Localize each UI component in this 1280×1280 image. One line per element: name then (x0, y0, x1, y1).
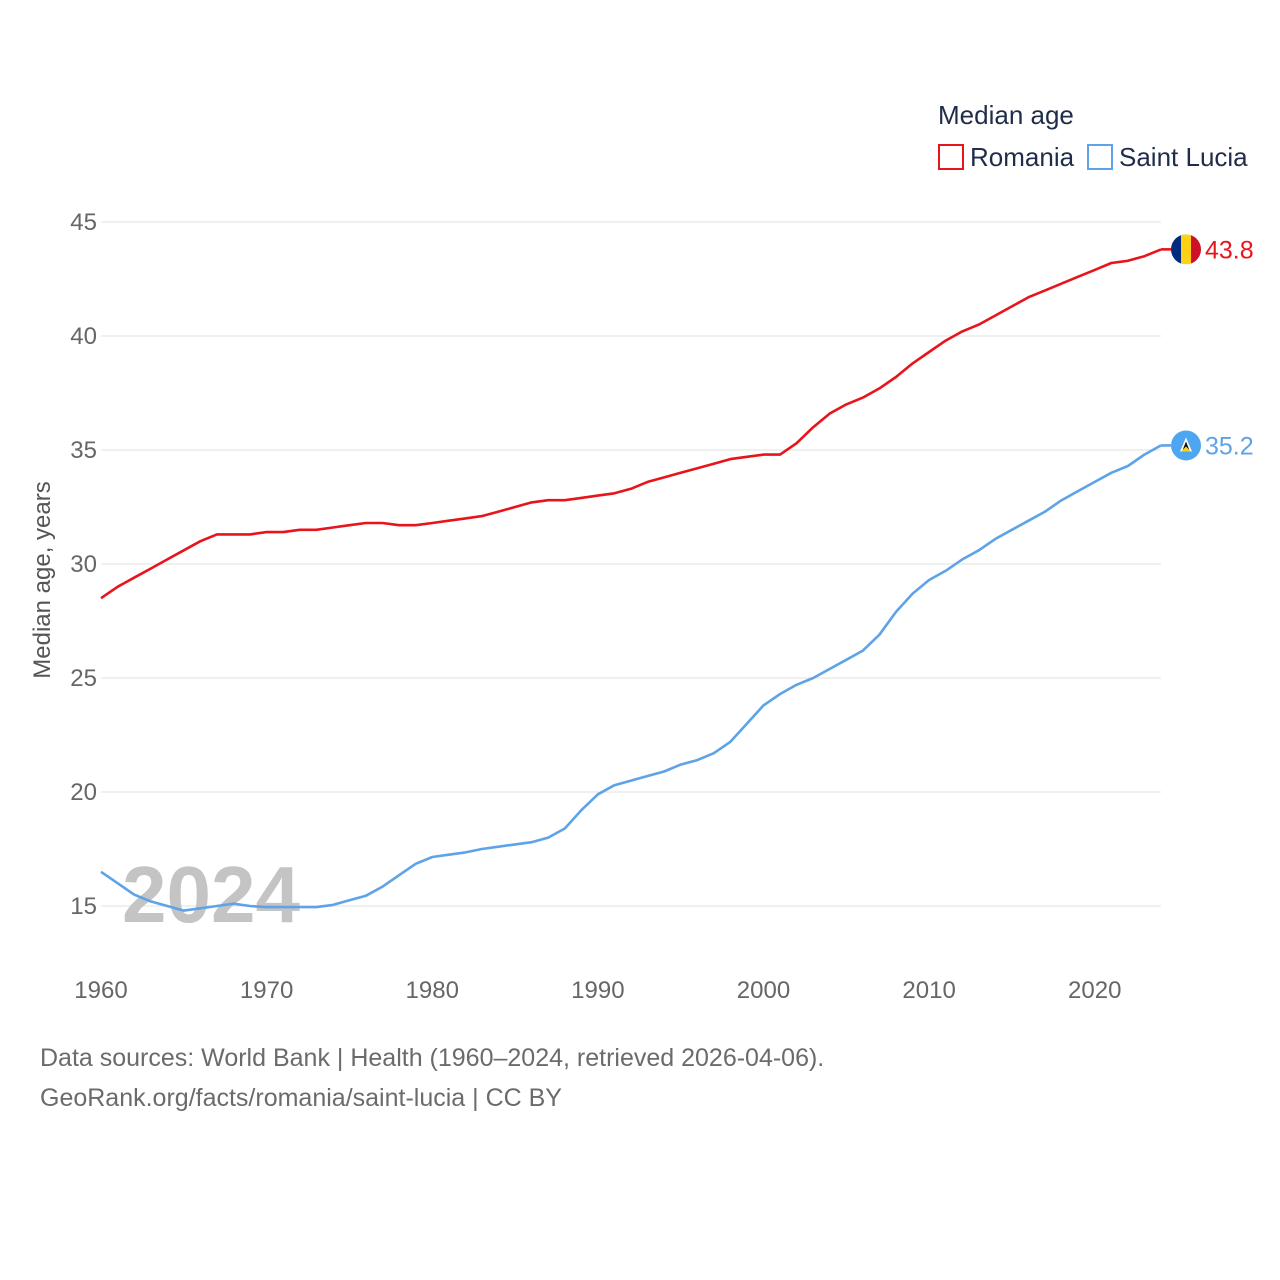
x-tick-label: 2020 (1068, 977, 1121, 1004)
romania-flag-icon (1171, 234, 1201, 265)
series-line-saint-lucia (100, 444, 1162, 912)
x-tick-label: 1970 (240, 977, 293, 1004)
gridlines (101, 221, 1161, 907)
legend-item-saint-lucia[interactable]: Saint Lucia (1087, 142, 1248, 172)
y-tick-label: 45 (70, 209, 97, 236)
y-tick-label: 35 (70, 437, 97, 464)
end-value-label-romania: 43.8 (1205, 236, 1254, 264)
current-year-watermark: 2024 (122, 850, 300, 939)
y-tick-label: 15 (70, 893, 97, 920)
legend-label-saint-lucia: Saint Lucia (1119, 142, 1248, 172)
saint-lucia-flag-icon (1171, 430, 1201, 461)
y-tick-label: 20 (70, 779, 97, 806)
legend-swatch-saint-lucia (1087, 144, 1113, 170)
y-axis-title: Median age, years (29, 481, 56, 678)
y-tick-label: 25 (70, 665, 97, 692)
series-lines (100, 248, 1162, 912)
end-value-label-saint-lucia: 35.2 (1205, 432, 1254, 460)
series-end-markers: 43.8 35.2 (1161, 234, 1254, 461)
x-tick-label: 1960 (74, 977, 127, 1004)
attribution-link[interactable]: GeoRank.org/facts/romania/saint-lucia | … (40, 1084, 562, 1112)
legend-label-romania: Romania (970, 142, 1075, 172)
legend: Median age Romania Saint Lucia (938, 100, 1248, 172)
legend-title: Median age (938, 100, 1074, 130)
data-sources-note: Data sources: World Bank | Health (1960–… (40, 1044, 825, 1072)
legend-item-romania[interactable]: Romania (938, 142, 1075, 172)
x-tick-label: 2010 (902, 977, 955, 1004)
x-tick-label: 2000 (737, 977, 790, 1004)
x-tick-label: 1990 (571, 977, 624, 1004)
legend-swatch-romania (938, 144, 964, 170)
y-tick-label: 30 (70, 551, 97, 578)
series-line-romania (100, 248, 1162, 600)
x-axis-ticks: 1960 1970 1980 1990 2000 2010 2020 (74, 977, 1121, 1004)
y-tick-label: 40 (70, 323, 97, 350)
x-tick-label: 1980 (406, 977, 459, 1004)
y-axis-ticks: 15 20 25 30 35 40 45 (70, 209, 97, 920)
